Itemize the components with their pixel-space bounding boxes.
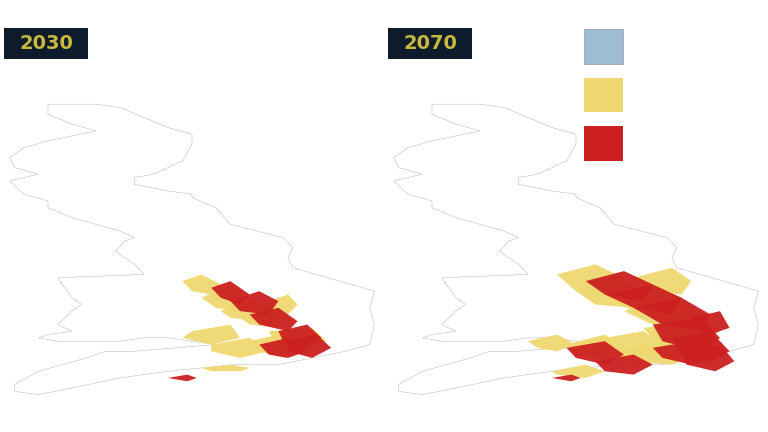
Polygon shape xyxy=(585,271,653,301)
Polygon shape xyxy=(182,274,221,295)
Polygon shape xyxy=(585,331,672,358)
Polygon shape xyxy=(201,284,250,311)
Polygon shape xyxy=(211,281,250,305)
Polygon shape xyxy=(250,308,298,331)
Polygon shape xyxy=(682,345,734,371)
Polygon shape xyxy=(168,375,197,381)
Text: Likely: Likely xyxy=(639,89,674,102)
Polygon shape xyxy=(634,268,691,295)
Polygon shape xyxy=(288,334,331,358)
Bar xyxy=(584,126,623,161)
Polygon shape xyxy=(576,278,644,308)
Polygon shape xyxy=(691,311,730,334)
Polygon shape xyxy=(634,298,710,331)
Polygon shape xyxy=(672,331,730,361)
Polygon shape xyxy=(528,334,576,351)
Polygon shape xyxy=(604,284,682,318)
Text: 2030: 2030 xyxy=(19,34,73,53)
FancyBboxPatch shape xyxy=(4,28,88,59)
Polygon shape xyxy=(278,324,322,348)
Polygon shape xyxy=(566,334,624,358)
Polygon shape xyxy=(211,338,269,358)
Polygon shape xyxy=(566,341,624,365)
Polygon shape xyxy=(250,334,298,358)
Polygon shape xyxy=(230,291,278,314)
Polygon shape xyxy=(393,104,758,395)
Text: 2070: 2070 xyxy=(403,34,457,53)
Polygon shape xyxy=(269,328,326,351)
Text: Highly unlikely: Highly unlikely xyxy=(639,40,730,53)
Polygon shape xyxy=(653,318,720,351)
Polygon shape xyxy=(662,338,725,365)
Polygon shape xyxy=(221,298,269,321)
Polygon shape xyxy=(653,311,720,345)
Bar xyxy=(584,78,623,112)
Polygon shape xyxy=(604,345,691,365)
FancyBboxPatch shape xyxy=(388,28,472,59)
Polygon shape xyxy=(644,321,720,358)
Polygon shape xyxy=(595,355,653,375)
Polygon shape xyxy=(201,365,250,371)
Polygon shape xyxy=(240,305,288,328)
Polygon shape xyxy=(653,341,710,365)
Polygon shape xyxy=(552,365,604,378)
Polygon shape xyxy=(557,264,624,298)
Polygon shape xyxy=(182,324,240,345)
Text: Highly likely: Highly likely xyxy=(639,137,715,150)
Polygon shape xyxy=(260,338,307,358)
Polygon shape xyxy=(10,104,374,395)
Polygon shape xyxy=(624,298,700,331)
Polygon shape xyxy=(260,295,298,314)
Bar xyxy=(584,29,623,64)
Polygon shape xyxy=(552,375,581,381)
Polygon shape xyxy=(604,284,682,314)
